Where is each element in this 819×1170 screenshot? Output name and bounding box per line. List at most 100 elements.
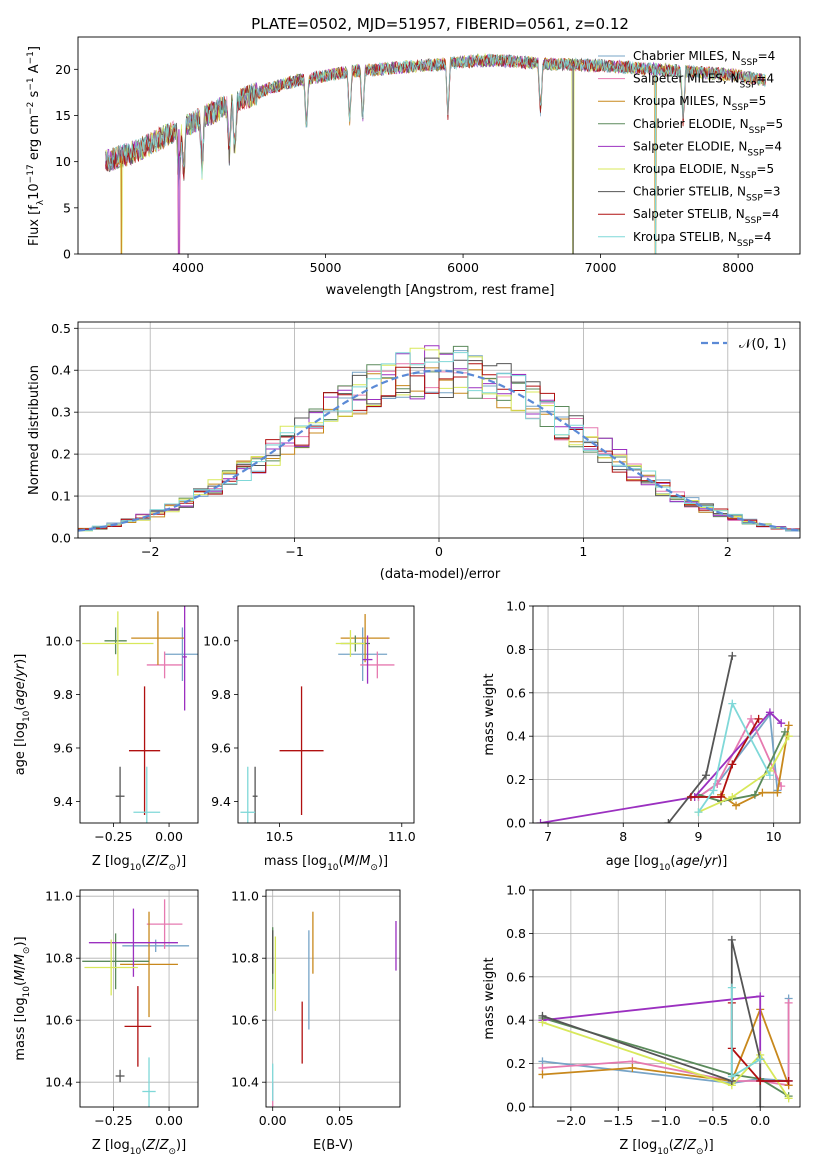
weight-marker <box>784 1076 793 1085</box>
y-tick-label: 0.4 <box>51 363 71 378</box>
plot-area <box>272 911 397 1107</box>
figure-title: PLATE=0502, MJD=51957, FIBERID=0561, z=0… <box>251 15 629 33</box>
y-tick-label: 9.4 <box>53 794 73 809</box>
weight-marker <box>728 792 737 801</box>
x-axis-label: mass [log10(M/M⊙)] <box>264 854 388 873</box>
weight-marker <box>750 790 759 799</box>
x-tick-label: 0.00 <box>155 1113 183 1128</box>
x-tick-label: 7 <box>544 829 552 844</box>
x-axis-label: wavelength [Angstrom, rest frame] <box>326 283 555 298</box>
y-tick-label: 10.4 <box>45 1075 73 1090</box>
weight-marker <box>784 732 793 741</box>
y-tick-label: 1.0 <box>506 599 526 614</box>
weight-line-1 <box>697 716 783 798</box>
panel-age_vs_Z: −0.25 0.00 9.4 9.6 9.8 10.0 Z [log10(Z/Z⊙)] age… <box>13 605 199 873</box>
y-tick-label: 0.4 <box>506 729 526 744</box>
weight-marker <box>538 1011 547 1020</box>
weight-marker <box>694 808 703 817</box>
y-tick-label: 0.0 <box>51 531 71 546</box>
weight-line-6 <box>667 655 734 823</box>
x-axis-label: (data-model)/error <box>380 567 501 582</box>
y-tick-label: 0.8 <box>506 926 526 941</box>
y-tick-label: 0.8 <box>506 642 526 657</box>
y-tick-label: 9.4 <box>211 794 231 809</box>
x-tick-label: −2 <box>141 544 159 559</box>
plot-area <box>538 935 793 1107</box>
y-tick-label: 0.1 <box>51 489 71 504</box>
y-tick-label: 9.8 <box>211 687 231 702</box>
plot-area <box>105 52 766 254</box>
weight-line-3 <box>698 731 786 803</box>
legend-entry: Kroupa STELIB, NSSP=4 <box>633 230 771 249</box>
panel-residuals: −2 −1 0 1 2 0.0 0.1 0.2 0.3 0.4 0.5 𝒩(0, 1) (data-mo… <box>27 321 801 582</box>
x-tick-label: 0.05 <box>326 1113 354 1128</box>
y-tick-label: 11.0 <box>45 889 73 904</box>
y-tick-label: 5 <box>63 200 71 215</box>
x-tick-label: −0.5 <box>698 1113 728 1128</box>
legend-entry: Chabrier ELODIE, NSSP=5 <box>633 117 783 136</box>
x-tick-label: 6000 <box>447 260 479 275</box>
plot-area <box>82 899 190 1107</box>
weight-marker <box>727 983 736 992</box>
legend-entry: Chabrier STELIB, NSSP=3 <box>633 185 781 204</box>
x-tick-label: −2.0 <box>556 1113 586 1128</box>
x-tick-label: −1.5 <box>603 1113 633 1128</box>
y-tick-label: 10.8 <box>231 951 259 966</box>
y-tick-label: 10.0 <box>45 633 73 648</box>
weight-line-8 <box>697 700 771 813</box>
axes-frame <box>532 605 801 824</box>
y-tick-label: 9.6 <box>211 740 231 755</box>
y-tick-label: 0.2 <box>506 1056 526 1071</box>
x-tick-label: 8000 <box>722 260 754 275</box>
legend-entry: Salpeter ELODIE, NSSP=4 <box>633 139 782 158</box>
y-tick-label: 10.6 <box>45 1013 73 1028</box>
weight-line-5 <box>698 735 790 813</box>
weight-marker <box>758 788 767 797</box>
y-tick-label: 0.0 <box>506 1100 526 1115</box>
axes-frame <box>532 889 801 1108</box>
weight-marker <box>732 801 741 810</box>
x-tick-label: 4000 <box>172 260 204 275</box>
y-tick-label: 11.0 <box>231 889 259 904</box>
y-tick-label: 0.3 <box>51 405 71 420</box>
x-axis-label: Z [log10(Z/Z⊙)] <box>92 854 186 873</box>
weight-marker <box>728 651 737 660</box>
panel-spectrum: 4000 5000 6000 7000 8000 0 5 10 15 20 Chabrier MIL… <box>26 36 801 298</box>
y-tick-label: 0.6 <box>506 969 526 984</box>
x-tick-label: −1 <box>285 544 303 559</box>
weight-marker <box>777 719 786 728</box>
x-axis-label: Z [log10(Z/Z⊙)] <box>619 1138 713 1157</box>
x-tick-label: 2 <box>724 544 732 559</box>
x-tick-label: 7000 <box>585 260 617 275</box>
panel-mass_vs_Z: −0.25 0.00 10.4 10.6 10.8 11.0 Z [log10(Z/Z⊙)]… <box>13 889 199 1157</box>
legend-entry: Kroupa ELODIE, NSSP=5 <box>633 162 774 181</box>
y-tick-label: 10.0 <box>203 633 231 648</box>
weight-marker <box>773 788 782 797</box>
x-axis-label: Z [log10(Z/Z⊙)] <box>92 1138 186 1157</box>
weight-marker <box>756 1076 765 1085</box>
x-tick-label: −0.25 <box>94 1113 132 1128</box>
weight-marker <box>701 771 710 780</box>
x-tick-label: 0 <box>435 544 443 559</box>
x-tick-label: 11.0 <box>388 829 416 844</box>
weight-marker <box>717 792 726 801</box>
gaussian-curve <box>78 369 800 532</box>
y-tick-label: 9.6 <box>53 740 73 755</box>
weight-marker <box>686 792 695 801</box>
weight-marker <box>727 1072 736 1081</box>
weight-marker <box>727 935 736 944</box>
legend-entry: Chabrier MILES, NSSP=4 <box>633 49 775 68</box>
axes-frame <box>237 605 415 824</box>
y-tick-label: 0.2 <box>51 447 71 462</box>
weight-line-5 <box>542 1021 790 1099</box>
x-axis-label: E(B-V) <box>313 1138 353 1153</box>
y-tick-label: 1.0 <box>506 883 526 898</box>
weight-marker <box>628 1063 637 1072</box>
x-tick-label: −1.0 <box>650 1113 680 1128</box>
y-tick-label: 15 <box>55 108 71 123</box>
y-tick-label: 0.4 <box>506 1013 526 1028</box>
x-tick-label: 9 <box>694 829 702 844</box>
x-axis-label: age [log10(age/yr)] <box>606 854 728 873</box>
plot-area <box>78 345 800 532</box>
weight-marker <box>756 1103 765 1107</box>
